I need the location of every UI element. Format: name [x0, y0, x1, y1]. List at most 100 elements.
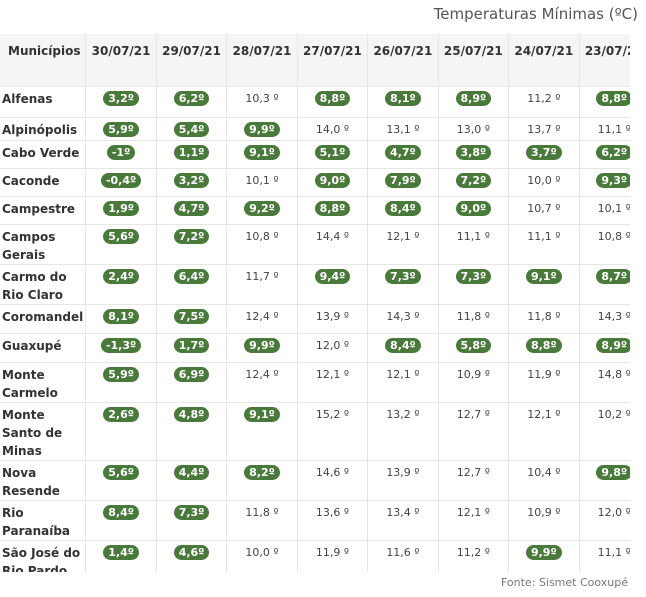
temperature-value: 11,6 º [386, 545, 420, 559]
table-body: Alfenas 3,2º 6,2º 10,3 º 8,8º 8,1º 8,9º 11,2 º 8… [0, 86, 630, 572]
temperature-value: 11,1 º [597, 122, 630, 136]
temperature-cell: 8,1º [367, 86, 439, 118]
table-row: Campestre 1,9º 4,7º 9,2º 8,8º 8,4º 9,0º 10,7 º 1… [0, 196, 630, 225]
temperature-cell: 3,7º [508, 140, 580, 169]
highlight-temperature-badge: 4,4º [173, 464, 210, 480]
temperature-cell: 9,0º [438, 196, 510, 225]
temperature-cell: 10,9 º [438, 362, 510, 403]
temperature-cell: 3,8º [438, 140, 510, 169]
highlight-temperature-badge: 8,4º [385, 200, 421, 216]
chart-title: Temperaturas Mínimas (ºC) [433, 5, 638, 23]
temperature-cell: 13,0 º [438, 117, 510, 141]
temperature-table-container[interactable]: Municípios 30/07/21 29/07/21 28/07/21 27/07/… [0, 34, 630, 572]
temperature-value: 10,2 º [597, 407, 630, 421]
temperature-value: 10,1 º [245, 173, 279, 187]
temperature-cell: 6,2º [156, 86, 228, 118]
temperature-value: 11,2 º [527, 91, 561, 105]
temperature-cell: 11,1 º [508, 224, 580, 265]
temperature-value: 11,1 º [527, 229, 561, 243]
temperature-value: 11,7 º [245, 269, 279, 283]
temperature-value: 11,9 º [527, 367, 561, 381]
highlight-temperature-badge: 9,3º [596, 172, 630, 188]
temperature-cell: 9,1º [226, 140, 298, 169]
highlight-temperature-badge: 3,2º [173, 172, 210, 188]
temperature-cell: 12,7 º [438, 402, 510, 461]
temperature-cell: 13,9 º [367, 460, 439, 501]
temperature-cell: 10,1 º [579, 196, 630, 225]
highlight-temperature-badge: 8,9º [455, 90, 492, 106]
temperature-cell: 3,2º [85, 86, 157, 118]
municipality-name: Cabo Verde [0, 140, 87, 169]
temperature-cell: 11,1 º [438, 224, 510, 265]
temperature-cell: 12,0 º [579, 500, 630, 541]
temperature-cell: 9,9º [508, 540, 580, 572]
highlight-temperature-badge: 8,8º [314, 90, 351, 106]
temperature-cell: 10,0 º [226, 540, 298, 572]
temperature-cell: 7,9º [367, 168, 439, 197]
temperature-cell: 14,4 º [297, 224, 369, 265]
temperature-value: 12,4 º [245, 367, 279, 381]
temperature-cell: 4,6º [156, 540, 228, 572]
temperature-cell: 12,1 º [367, 224, 439, 265]
temperature-value: 14,8 º [597, 367, 630, 381]
column-header-date: 29/07/21 [156, 34, 228, 87]
temperature-value: 13,2 º [386, 407, 420, 421]
temperature-cell: 8,4º [367, 196, 439, 225]
highlight-temperature-badge: 9,0º [455, 200, 492, 216]
temperature-cell: 10,8 º [226, 224, 298, 265]
temperature-cell: 4,7º [367, 140, 439, 169]
highlight-temperature-badge: 8,9º [596, 337, 630, 353]
table-row: Guaxupé -1,3º 1,7º 9,9º 12,0 º 8,4º 5,8º 8,8º 8,… [0, 333, 630, 363]
temperature-cell: 10,9 º [508, 500, 580, 541]
temperature-cell: 12,1 º [297, 362, 369, 403]
temperature-value: 14,3 º [386, 309, 420, 323]
temperature-cell: 11,9 º [297, 540, 369, 572]
temperature-value: 10,4 º [527, 465, 561, 479]
municipality-name: Alpinópolis [0, 117, 87, 141]
highlight-temperature-badge: 5,8º [455, 337, 492, 353]
temperature-cell: 8,4º [367, 333, 439, 363]
temperature-value: 13,1 º [386, 122, 420, 136]
municipality-name: Caconde [0, 168, 87, 197]
temperature-cell: 11,8 º [226, 500, 298, 541]
highlight-temperature-badge: -0,4º [100, 172, 142, 188]
temperature-value: 10,9 º [456, 367, 490, 381]
temperature-cell: 5,1º [297, 140, 369, 169]
temperature-cell: 2,4º [85, 264, 157, 305]
temperature-value: 13,7 º [527, 122, 561, 136]
temperature-value: 11,8 º [527, 309, 561, 323]
table-row: Rio Paranaíba 8,4º 7,3º 11,8 º 13,6 º 13,4 º 1… [0, 500, 630, 541]
temperature-cell: 7,2º [156, 224, 228, 265]
temperature-cell: 8,8º [297, 86, 369, 118]
temperature-value: 13,9 º [386, 465, 420, 479]
highlight-temperature-badge: 5,9º [103, 121, 139, 137]
temperature-cell: 11,2 º [438, 540, 510, 572]
temperature-value: 13,6 º [315, 505, 350, 519]
highlight-temperature-badge: 7,9º [385, 172, 421, 188]
temperature-cell: 8,7º [579, 264, 630, 305]
temperature-cell: 7,3º [438, 264, 510, 305]
temperature-value: 13,4 º [386, 505, 420, 519]
temperature-cell: 9,1º [226, 402, 298, 461]
temperature-cell: 9,8º [579, 460, 630, 501]
temperature-cell: 3,2º [156, 168, 228, 197]
temperature-value: 14,3 º [597, 309, 630, 323]
municipality-name: Guaxupé [0, 333, 87, 363]
temperature-value: 11,2 º [456, 545, 490, 559]
table-row: Carmo do Rio Claro 2,4º 6,4º 11,7 º 9,4º 7,3º… [0, 264, 630, 305]
temperature-cell: 5,9º [85, 117, 157, 141]
table-row: Cabo Verde -1º 1,1º 9,1º 5,1º 4,7º 3,8º 3,7º 6,2… [0, 140, 630, 169]
highlight-temperature-badge: 5,6º [103, 464, 139, 480]
highlight-temperature-badge: 4,7º [173, 200, 210, 216]
temperature-cell: 12,1 º [508, 402, 580, 461]
temperature-cell: 8,1º [85, 304, 157, 334]
temperature-cell: 9,0º [297, 168, 369, 197]
column-header-date: 26/07/21 [367, 34, 439, 87]
temperature-cell: 10,7 º [508, 196, 580, 225]
highlight-temperature-badge: 8,8º [314, 200, 351, 216]
highlight-temperature-badge: 4,7º [385, 144, 421, 160]
temperature-cell: -1,3º [85, 333, 157, 363]
temperature-cell: 7,3º [156, 500, 228, 541]
temperature-cell: 14,3 º [367, 304, 439, 334]
temperature-cell: 7,3º [367, 264, 439, 305]
